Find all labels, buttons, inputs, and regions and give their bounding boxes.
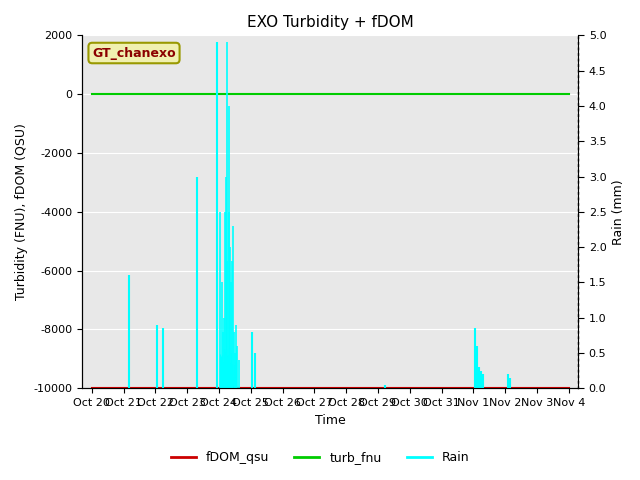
X-axis label: Time: Time (315, 414, 346, 427)
Legend: fDOM_qsu, turb_fnu, Rain: fDOM_qsu, turb_fnu, Rain (166, 446, 474, 469)
Y-axis label: Rain (mm): Rain (mm) (612, 179, 625, 245)
Title: EXO Turbidity + fDOM: EXO Turbidity + fDOM (247, 15, 413, 30)
Text: GT_chanexo: GT_chanexo (92, 47, 176, 60)
Y-axis label: Turbidity (FNU), fDOM (QSU): Turbidity (FNU), fDOM (QSU) (15, 123, 28, 300)
